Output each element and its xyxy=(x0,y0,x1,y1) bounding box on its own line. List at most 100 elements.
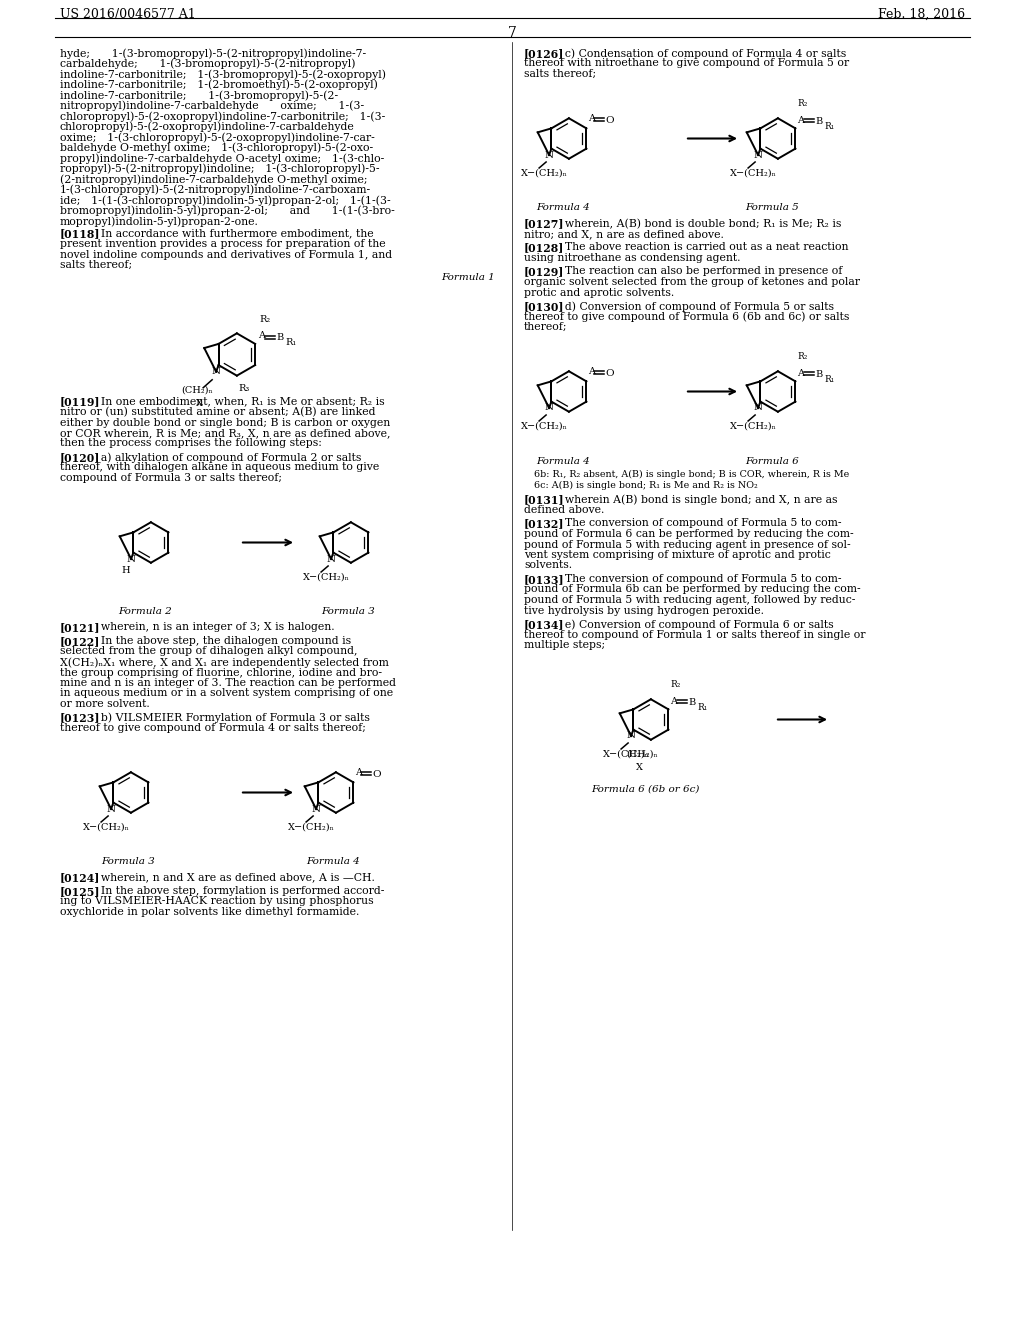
Text: Formula 4: Formula 4 xyxy=(537,203,590,213)
Text: hyde;  1-(3-bromopropyl)-5-(2-nitropropyl)indoline-7-: hyde; 1-(3-bromopropyl)-5-(2-nitropropyl… xyxy=(60,48,367,58)
Text: mine and n is an integer of 3. The reaction can be performed: mine and n is an integer of 3. The react… xyxy=(60,678,396,688)
Text: Formula 1: Formula 1 xyxy=(441,273,495,282)
Text: chloropropyl)-5-(2-oxopropyl)indoline-7-carbonitrile; 1-(3-: chloropropyl)-5-(2-oxopropyl)indoline-7-… xyxy=(60,111,385,121)
Text: ing to VILSMEIER-HAACK reaction by using phosphorus: ing to VILSMEIER-HAACK reaction by using… xyxy=(60,896,374,907)
Text: [0125]: [0125] xyxy=(60,886,100,898)
Text: N: N xyxy=(127,554,135,564)
Text: bromopropyl)indolin-5-yl)propan-2-ol;  and  1-(1-(3-bro-: bromopropyl)indolin-5-yl)propan-2-ol; an… xyxy=(60,206,394,216)
Text: [0118]: [0118] xyxy=(60,228,100,239)
Text: Formula 6: Formula 6 xyxy=(745,457,799,466)
Text: N: N xyxy=(545,404,554,412)
Text: indoline-7-carbonitrile; 1-(3-bromopropyl)-5-(2-oxopropyl): indoline-7-carbonitrile; 1-(3-bromopropy… xyxy=(60,69,386,79)
Text: The above reaction is carried out as a neat reaction: The above reaction is carried out as a n… xyxy=(554,243,849,252)
Text: baldehyde O-methyl oxime; 1-(3-chloropropyl)-5-(2-oxo-: baldehyde O-methyl oxime; 1-(3-chloropro… xyxy=(60,143,373,153)
Text: X−(CH₂)ₙ: X−(CH₂)ₙ xyxy=(603,750,650,759)
Text: [0130]: [0130] xyxy=(524,301,564,312)
Text: indoline-7-carbonitrile; 1-(2-bromoethyl)-5-(2-oxopropyl): indoline-7-carbonitrile; 1-(2-bromoethyl… xyxy=(60,79,378,90)
Text: O: O xyxy=(373,770,381,779)
Text: R₃: R₃ xyxy=(239,384,250,392)
Text: [0119]: [0119] xyxy=(60,396,100,408)
Text: chloropropyl)-5-(2-oxopropyl)indoline-7-carbaldehyde: chloropropyl)-5-(2-oxopropyl)indoline-7-… xyxy=(60,121,354,132)
Text: 7: 7 xyxy=(508,26,516,40)
Text: propyl)indoline-7-carbaldehyde O-acetyl oxime; 1-(3-chlo-: propyl)indoline-7-carbaldehyde O-acetyl … xyxy=(60,153,384,164)
Text: A: A xyxy=(589,367,595,376)
Text: N: N xyxy=(754,150,763,160)
Text: Formula 3: Formula 3 xyxy=(101,858,155,866)
Text: X: X xyxy=(636,763,643,772)
Text: selected from the group of dihalogen alkyl compound,: selected from the group of dihalogen alk… xyxy=(60,647,357,656)
Text: A: A xyxy=(355,768,362,777)
Text: ide; 1-(1-(3-chloropropyl)indolin-5-yl)propan-2-ol; 1-(1-(3-: ide; 1-(1-(3-chloropropyl)indolin-5-yl)p… xyxy=(60,195,390,206)
Text: R₁: R₁ xyxy=(824,121,835,131)
Text: N: N xyxy=(106,804,116,813)
Text: defined above.: defined above. xyxy=(524,506,604,515)
Text: [0134]: [0134] xyxy=(524,619,564,630)
Text: R₁: R₁ xyxy=(285,338,296,347)
Text: or more solvent.: or more solvent. xyxy=(60,700,150,709)
Text: ropropyl)-5-(2-nitropropyl)indoline; 1-(3-chloropropyl)-5-: ropropyl)-5-(2-nitropropyl)indoline; 1-(… xyxy=(60,164,380,174)
Text: carbaldehyde;  1-(3-bromopropyl)-5-(2-nitropropyl): carbaldehyde; 1-(3-bromopropyl)-5-(2-nit… xyxy=(60,58,355,69)
Text: N: N xyxy=(627,731,636,741)
Text: B: B xyxy=(276,334,284,342)
Text: The conversion of compound of Formula 5 to com-: The conversion of compound of Formula 5 … xyxy=(554,574,842,583)
Text: 6b: R₁, R₂ absent, A(B) is single bond; B is COR, wherein, R is Me: 6b: R₁, R₂ absent, A(B) is single bond; … xyxy=(534,470,849,479)
Text: B: B xyxy=(815,117,822,125)
Text: X−(CH₂)ₙ: X−(CH₂)ₙ xyxy=(730,422,777,432)
Text: present invention provides a process for preparation of the: present invention provides a process for… xyxy=(60,239,386,249)
Text: X(CH₂)ₙX₁ where, X and X₁ are independently selected from: X(CH₂)ₙX₁ where, X and X₁ are independen… xyxy=(60,657,389,668)
Text: [0124]: [0124] xyxy=(60,873,100,883)
Text: multiple steps;: multiple steps; xyxy=(524,640,605,649)
Text: pound of Formula 5 with reducing agent, followed by reduc-: pound of Formula 5 with reducing agent, … xyxy=(524,595,855,605)
Text: The conversion of compound of Formula 5 to com-: The conversion of compound of Formula 5 … xyxy=(554,519,842,528)
Text: Formula 6 (6b or 6c): Formula 6 (6b or 6c) xyxy=(591,784,699,793)
Text: [0120]: [0120] xyxy=(60,451,100,463)
Text: X−(CH₂)ₙ: X−(CH₂)ₙ xyxy=(521,422,568,432)
Text: 1-(3-chloropropyl)-5-(2-nitropropyl)indoline-7-carboxam-: 1-(3-chloropropyl)-5-(2-nitropropyl)indo… xyxy=(60,185,371,195)
Text: in aqueous medium or in a solvent system comprising of one: in aqueous medium or in a solvent system… xyxy=(60,689,393,698)
Text: N: N xyxy=(212,367,221,376)
Text: (2-nitropropyl)indoline-7-carbaldehyde O-methyl oxime;: (2-nitropropyl)indoline-7-carbaldehyde O… xyxy=(60,174,368,185)
Text: R₂: R₂ xyxy=(798,352,808,362)
Text: [0121]: [0121] xyxy=(60,623,100,634)
Text: Formula 5: Formula 5 xyxy=(745,203,799,213)
Text: [0131]: [0131] xyxy=(524,495,564,506)
Text: N: N xyxy=(545,150,554,160)
Text: X: X xyxy=(197,399,203,408)
Text: US 2016/0046577 A1: US 2016/0046577 A1 xyxy=(60,8,196,21)
Text: nitro; and X, n are as defined above.: nitro; and X, n are as defined above. xyxy=(524,228,724,239)
Text: The reaction can also be performed in presence of: The reaction can also be performed in pr… xyxy=(554,267,843,276)
Text: thereof with nitroethane to give compound of Formula 5 or: thereof with nitroethane to give compoun… xyxy=(524,58,849,69)
Text: oxime; 1-(3-chloropropyl)-5-(2-oxopropyl)indoline-7-car-: oxime; 1-(3-chloropropyl)-5-(2-oxopropyl… xyxy=(60,132,375,143)
Text: b) VILSMEIER Formylation of Formula 3 or salts: b) VILSMEIER Formylation of Formula 3 or… xyxy=(90,713,370,723)
Text: pound of Formula 5 with reducing agent in presence of sol-: pound of Formula 5 with reducing agent i… xyxy=(524,540,851,549)
Text: R₂: R₂ xyxy=(798,99,808,108)
Text: salts thereof;: salts thereof; xyxy=(524,69,596,79)
Text: [0126]: [0126] xyxy=(524,48,564,59)
Text: R₂: R₂ xyxy=(259,315,270,323)
Text: wherein A(B) bond is single bond; and X, n are as: wherein A(B) bond is single bond; and X,… xyxy=(554,495,838,506)
Text: wherein, A(B) bond is double bond; R₁ is Me; R₂ is: wherein, A(B) bond is double bond; R₁ is… xyxy=(554,219,842,228)
Text: In the above step, formylation is performed accord-: In the above step, formylation is perfor… xyxy=(90,886,384,896)
Text: tive hydrolysis by using hydrogen peroxide.: tive hydrolysis by using hydrogen peroxi… xyxy=(524,606,764,615)
Text: H: H xyxy=(122,566,130,576)
Text: [0127]: [0127] xyxy=(524,219,564,230)
Text: [0129]: [0129] xyxy=(524,267,564,277)
Text: X−(CH₂)ₙ: X−(CH₂)ₙ xyxy=(303,573,350,582)
Text: e) Conversion of compound of Formula 6 or salts: e) Conversion of compound of Formula 6 o… xyxy=(554,619,834,630)
Text: X−(CH₂)ₙ: X−(CH₂)ₙ xyxy=(83,822,130,832)
Text: In accordance with furthermore embodiment, the: In accordance with furthermore embodimen… xyxy=(90,228,374,239)
Text: [0128]: [0128] xyxy=(524,243,564,253)
Text: X−(CH₂)ₙ: X−(CH₂)ₙ xyxy=(521,169,568,178)
Text: thereof to give compound of Formula 6 (6b and 6c) or salts: thereof to give compound of Formula 6 (6… xyxy=(524,312,849,322)
Text: thereof;: thereof; xyxy=(524,322,567,333)
Text: d) Conversion of compound of Formula 5 or salts: d) Conversion of compound of Formula 5 o… xyxy=(554,301,834,312)
Text: wherein, n is an integer of 3; X is halogen.: wherein, n is an integer of 3; X is halo… xyxy=(90,623,335,632)
Text: B: B xyxy=(688,698,695,708)
Text: O: O xyxy=(605,116,614,125)
Text: a) alkylation of compound of Formula 2 or salts: a) alkylation of compound of Formula 2 o… xyxy=(90,451,361,462)
Text: organic solvent selected from the group of ketones and polar: organic solvent selected from the group … xyxy=(524,277,860,286)
Text: X−(CH₂)ₙ: X−(CH₂)ₙ xyxy=(288,822,335,832)
Text: [0133]: [0133] xyxy=(524,574,564,585)
Text: nitropropyl)indoline-7-carbaldehyde  oxime;  1-(3-: nitropropyl)indoline-7-carbaldehyde oxim… xyxy=(60,100,365,111)
Text: Formula 3: Formula 3 xyxy=(322,607,375,616)
